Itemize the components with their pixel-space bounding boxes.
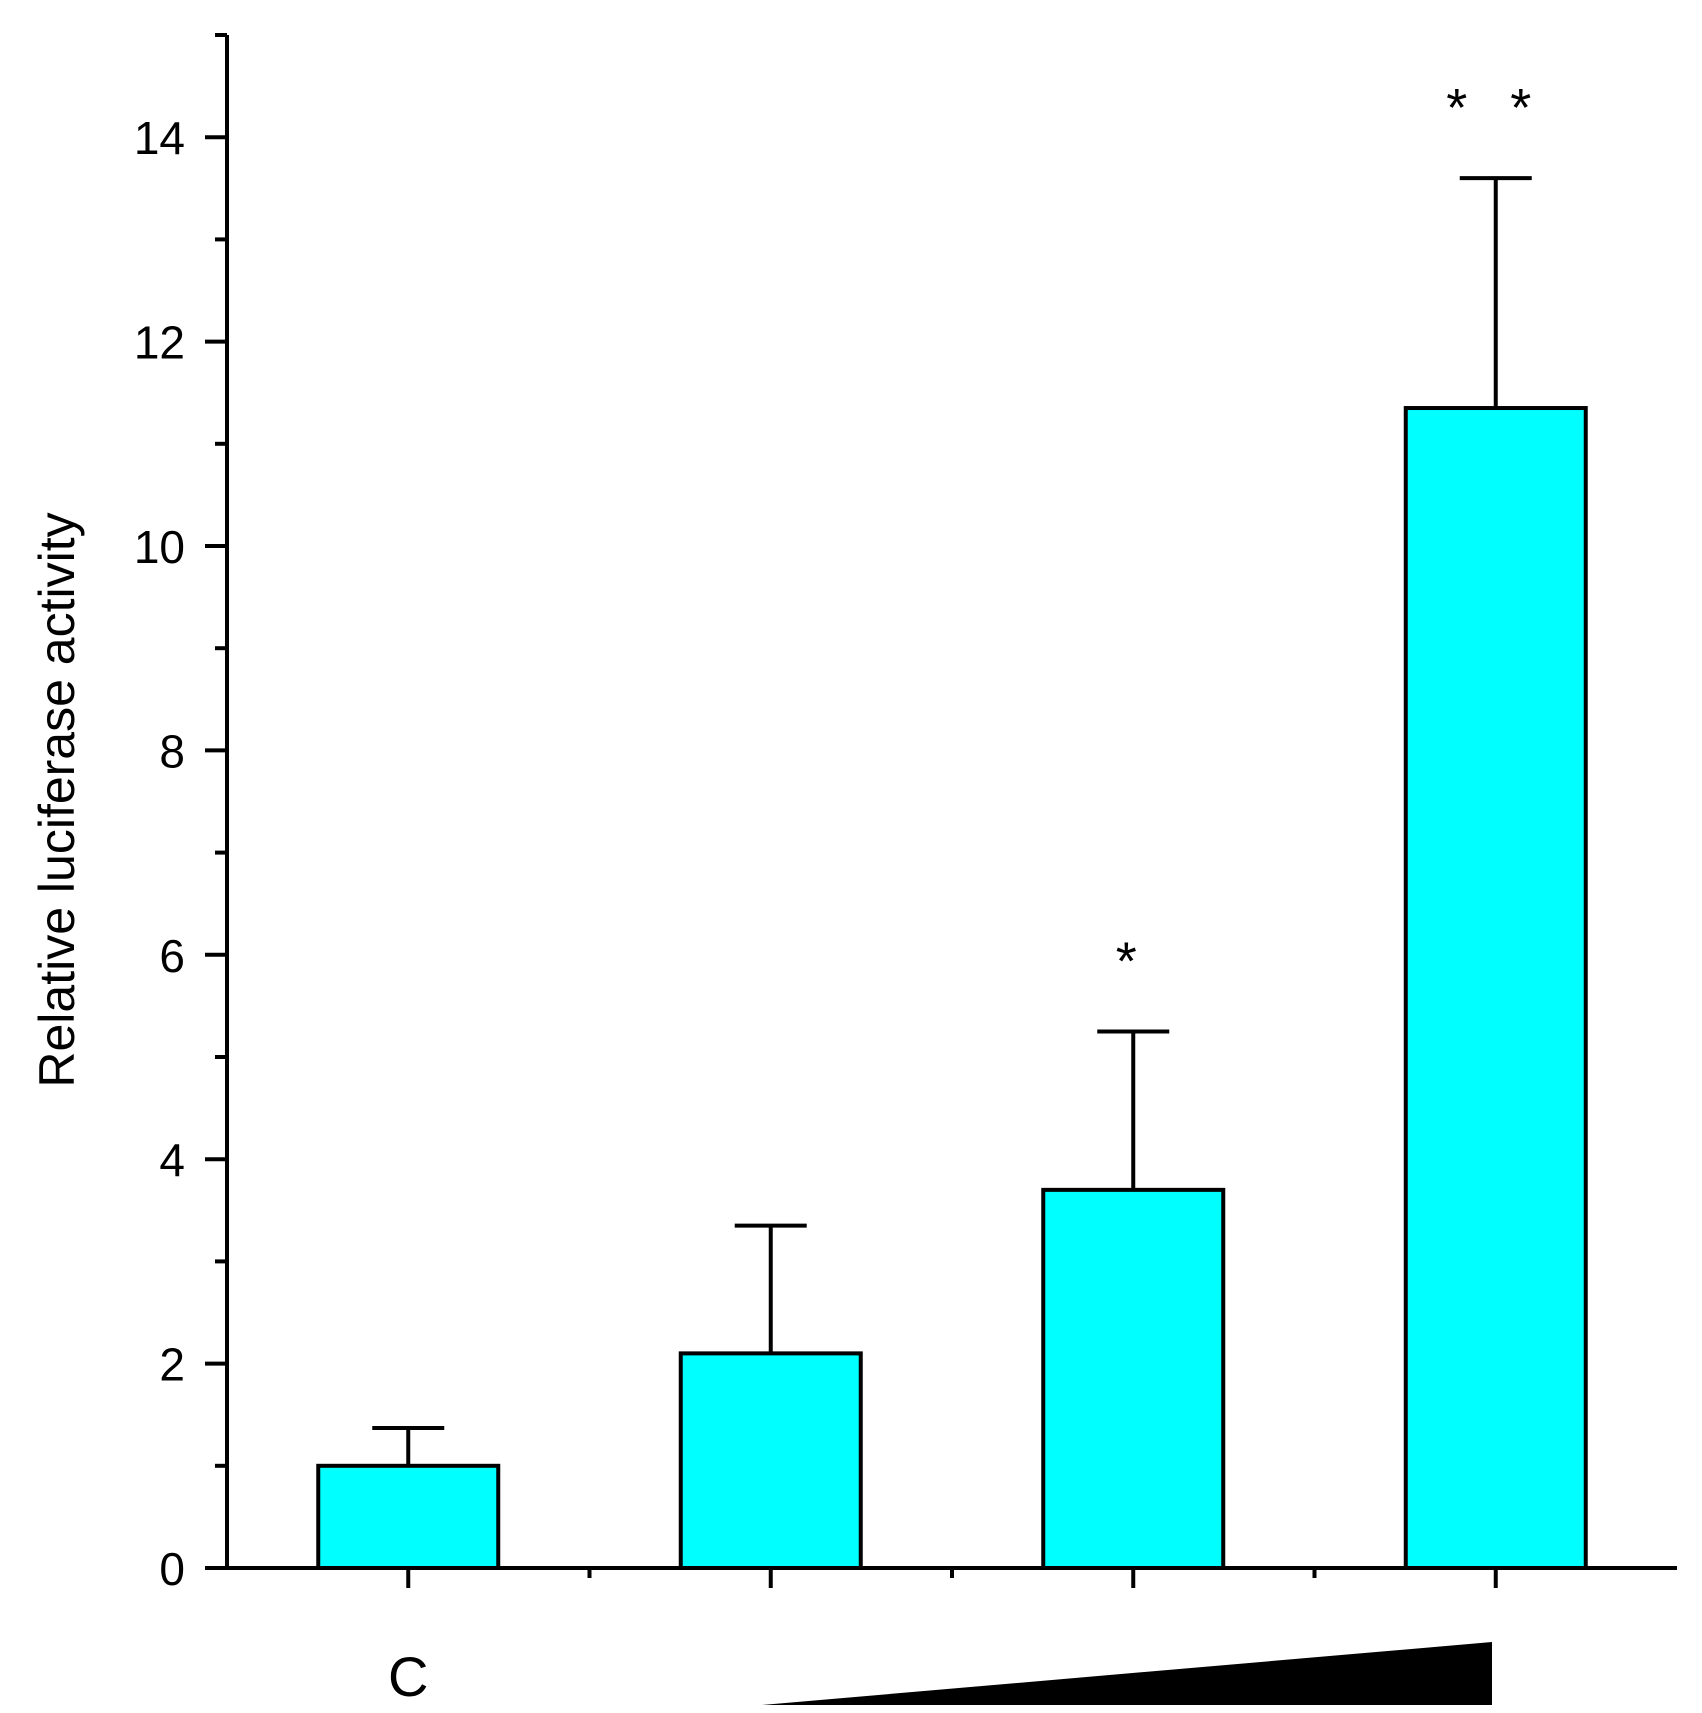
bars	[316, 406, 1588, 1571]
bar	[678, 1351, 863, 1570]
x-tick-label: C	[388, 1645, 428, 1708]
y-axis-label: Relative luciferase activity	[29, 512, 85, 1087]
y-tick-label: 10	[134, 521, 185, 573]
dose-wedge	[762, 1642, 1492, 1705]
bar	[1041, 1187, 1226, 1570]
significance-star: * *	[1446, 78, 1545, 138]
y-tick-label: 14	[134, 112, 185, 164]
y-tick-label: 0	[159, 1543, 185, 1595]
y-tick-label: 6	[159, 930, 185, 982]
significance-markers: * * *	[1116, 78, 1545, 991]
bar	[1403, 406, 1588, 1570]
error-bars	[372, 176, 1532, 1466]
significance-star: *	[1116, 931, 1151, 991]
y-tick-label: 4	[159, 1134, 185, 1186]
y-tick-label: 12	[134, 317, 185, 369]
y-tick-label: 8	[159, 725, 185, 777]
y-tick-label: 2	[159, 1339, 185, 1391]
bar	[316, 1463, 501, 1571]
